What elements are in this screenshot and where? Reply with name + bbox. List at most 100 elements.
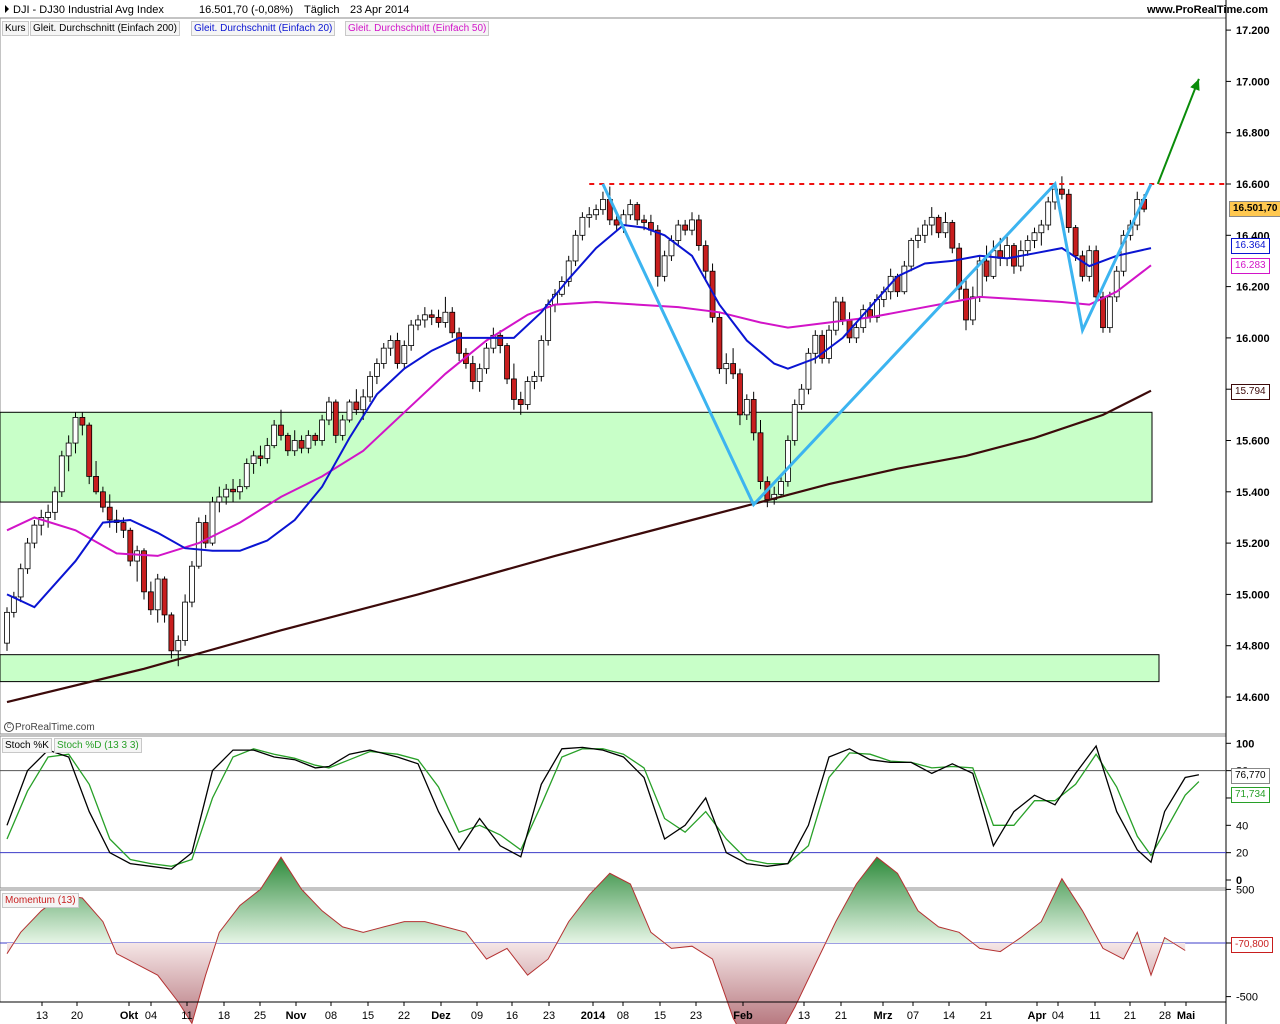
up-candle-body [305,434,312,449]
legend-ma20[interactable]: Gleit. Durchschnitt (Einfach 20) [191,21,336,36]
stoch-k-legend[interactable]: Stoch %K [2,738,52,753]
candle [928,207,935,236]
candle [483,343,490,374]
candle [572,230,579,267]
down-candle-body [202,522,209,544]
candle [1045,196,1052,231]
candle [305,430,312,454]
legend-ma50[interactable]: Gleit. Durchschnitt (Einfach 50) [345,21,490,36]
down-candle-body [449,311,456,334]
price-tick-label: 15.600 [1236,436,1270,448]
candle [326,396,332,426]
legend-kurs[interactable]: Kurs [2,21,29,36]
candle [469,355,476,390]
up-candle-body [52,491,58,513]
up-candle-body [326,401,332,421]
candle [798,384,805,410]
header-period[interactable]: Täglich [304,4,340,16]
up-candle-body [928,216,935,226]
header-website[interactable]: www.ProRealTime.com [1147,4,1269,16]
up-candle-body [593,209,599,216]
candle [737,368,743,426]
candle [52,486,58,521]
down-candle-body [93,476,99,493]
candle [209,496,216,546]
up-candle-body [223,488,230,498]
candle [100,486,106,513]
down-candle-body [510,378,517,400]
stoch-d-legend[interactable]: Stoch %D (13 3 3) [54,738,142,753]
up-candle-body [31,524,38,544]
up-candle-body [58,455,65,493]
candle [435,309,442,328]
down-candle-body [613,219,620,226]
target-arrow-shaft [1156,78,1200,185]
candle [634,201,641,226]
down-candle-body [456,332,463,354]
price-tick-label: 14.800 [1236,641,1270,653]
stoch-d-line [6,748,1200,867]
candle [743,394,750,420]
price-tick-label: 15.000 [1236,589,1270,601]
down-candle-body [100,491,106,508]
candle [1093,245,1100,302]
x-tick-label: Dez [431,1010,451,1022]
up-candle-body [908,240,915,267]
candle [1024,235,1031,256]
up-candle-body [586,214,593,218]
legend-ma200[interactable]: Gleit. Durchschnitt (Einfach 200) [30,21,180,36]
up-candle-body [236,486,243,493]
candle [661,250,668,282]
candle [175,635,182,667]
copyright-text: ProRealTime.com [15,722,95,733]
up-candle-body [401,345,408,364]
candle [24,537,31,574]
candle [510,363,517,410]
candle [805,348,812,395]
header-symbol-block: DJI - DJ30 Industrial Avg Index [5,4,164,16]
stoch-tick-label: 100 [1236,738,1254,750]
candle [243,458,250,490]
candle [853,322,860,344]
candle [750,391,757,441]
x-tick-label: 20 [71,1010,83,1022]
candle [236,478,243,500]
x-tick-label: Apr [1028,1010,1048,1022]
stoch-tick-label: 40 [1236,820,1248,832]
candle [702,240,709,282]
stoch-k-value-label: 76,770 [1231,768,1270,784]
candle [935,214,942,238]
momentum-line [6,856,1186,1024]
down-candle-body [956,247,963,290]
momentum-legend[interactable]: Momentum (13) [2,893,79,908]
up-candle-body [17,568,24,598]
candle [956,242,963,300]
candle [86,422,93,485]
x-tick-label: 18 [218,1010,230,1022]
up-candle-body [1004,245,1010,259]
down-candle-body [654,229,661,277]
down-candle-body [428,314,435,318]
up-candle-body [1024,240,1031,252]
down-candle-body [695,219,702,246]
candle [202,514,209,549]
up-candle-body [1086,250,1093,277]
up-candle-body [579,216,586,236]
up-candle-body [360,396,367,411]
up-candle-body [853,327,860,339]
down-candle-body [161,578,168,616]
candle [922,219,928,243]
up-candle-body [319,419,326,441]
down-candle-body [517,399,524,405]
candle [757,419,764,490]
candle [168,612,175,659]
x-tick-label: 08 [325,1010,337,1022]
down-candle-body [312,434,319,441]
header-dropdown-icon[interactable] [5,5,9,13]
candle [127,527,134,567]
candle [654,225,661,287]
x-tick-label: 23 [690,1010,702,1022]
candle [613,214,620,231]
stoch-d-value-label: 71,734 [1231,787,1270,803]
